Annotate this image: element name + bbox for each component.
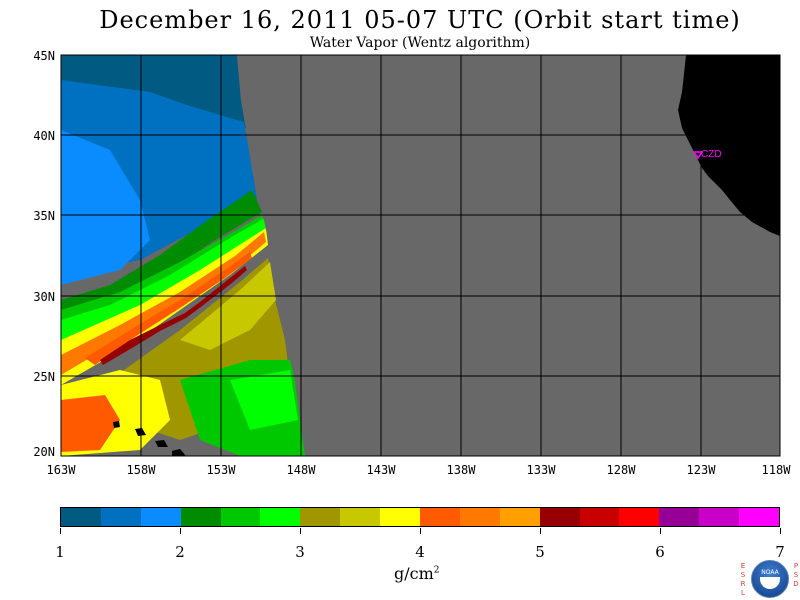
lat-label-25n: 25N [33, 370, 55, 384]
water-vapor-map: CZD 45N 40N 35N 30N 25N 20N 163W 158W 15… [33, 49, 792, 477]
colorbar-tick [540, 528, 541, 534]
vapor-field-orange [61, 232, 266, 375]
colorbar-cell [619, 508, 660, 526]
lon-label-148w: 148W [287, 463, 317, 477]
colorbar-tick [660, 528, 661, 534]
lon-label-118w: 118W [762, 463, 792, 477]
page-subtitle: Water Vapor (Wentz algorithm) [309, 35, 531, 51]
lat-label-45n: 45N [33, 49, 55, 63]
lat-labels: 45N 40N 35N 30N 25N 20N [33, 49, 55, 459]
lat-label-40n: 40N [33, 129, 55, 143]
lon-label-133w: 133W [527, 463, 557, 477]
vapor-field-yellow-green [180, 262, 276, 350]
map-plot-area [61, 55, 780, 456]
lon-label-153w: 153W [207, 463, 237, 477]
page-title: December 16, 2011 05-07 UTC (Orbit start… [99, 6, 741, 34]
colorbar-tick [780, 528, 781, 534]
colorbar-cell [220, 508, 261, 526]
lat-label-30n: 30N [33, 290, 55, 304]
island-kauai [113, 421, 120, 428]
colorbar-tick [180, 528, 181, 534]
colorbar-cell [699, 508, 740, 526]
lon-label-138w: 138W [447, 463, 477, 477]
colorbar-tick-label: 4 [415, 543, 425, 561]
colorbar-cell [579, 508, 620, 526]
colorbar [60, 507, 780, 527]
colorbar-units: g/cm2 [394, 564, 440, 583]
colorbar-tick-label: 3 [295, 543, 305, 561]
colorbar-cell [140, 508, 181, 526]
graticule [60, 54, 781, 457]
colorbar-cell [539, 508, 580, 526]
colorbar-tick-label: 6 [655, 543, 665, 561]
colorbar-tick-label: 5 [535, 543, 545, 561]
vapor-field-light-blue [61, 130, 150, 285]
lon-label-143w: 143W [367, 463, 397, 477]
colorbar-cell [100, 508, 141, 526]
colorbar-tick-label: 7 [775, 543, 785, 561]
colorbar-tick-label: 1 [55, 543, 65, 561]
colorbar-cell [499, 508, 540, 526]
colorbar-cell [420, 508, 460, 526]
colorbar-cell [260, 508, 301, 526]
station-label: CZD [701, 149, 722, 160]
colorbar-cell [340, 508, 381, 526]
north-america-land [678, 55, 780, 236]
noaa-logo-icon: NOAA [751, 560, 789, 598]
colorbar-cell [459, 508, 500, 526]
colorbar-cell [739, 508, 780, 526]
colorbar-cell [380, 508, 421, 526]
colorbar-tick [60, 528, 61, 534]
colorbar-cell [61, 508, 101, 526]
lat-label-35n: 35N [33, 209, 55, 223]
vapor-field-dark-orange [85, 252, 252, 365]
lon-label-128w: 128W [607, 463, 637, 477]
island-maui [155, 440, 168, 447]
colorbar-cell [180, 508, 221, 526]
vapor-field-green-dark [61, 190, 262, 318]
colorbar-tick [420, 528, 421, 534]
vapor-field-orange-south [61, 395, 120, 452]
vapor-field-bright-green-upper [61, 218, 266, 345]
station-marker: CZD [692, 149, 722, 160]
vapor-field-dark-red [100, 266, 247, 365]
colorbar-cell [659, 508, 700, 526]
island-hawaii [172, 449, 186, 456]
vapor-field-bright-green-south [230, 370, 298, 430]
colorbar-tick-label: 2 [175, 543, 185, 561]
lon-label-163w: 163W [47, 463, 77, 477]
lon-label-123w: 123W [687, 463, 717, 477]
colorbar-tick [300, 528, 301, 534]
lon-label-158w: 158W [127, 463, 157, 477]
colorbar-cell [300, 508, 341, 526]
nodata-east-edge [237, 55, 780, 456]
lat-label-20n: 20N [33, 445, 55, 459]
lon-labels: 163W 158W 153W 148W 143W 138W 133W 128W … [47, 463, 792, 477]
